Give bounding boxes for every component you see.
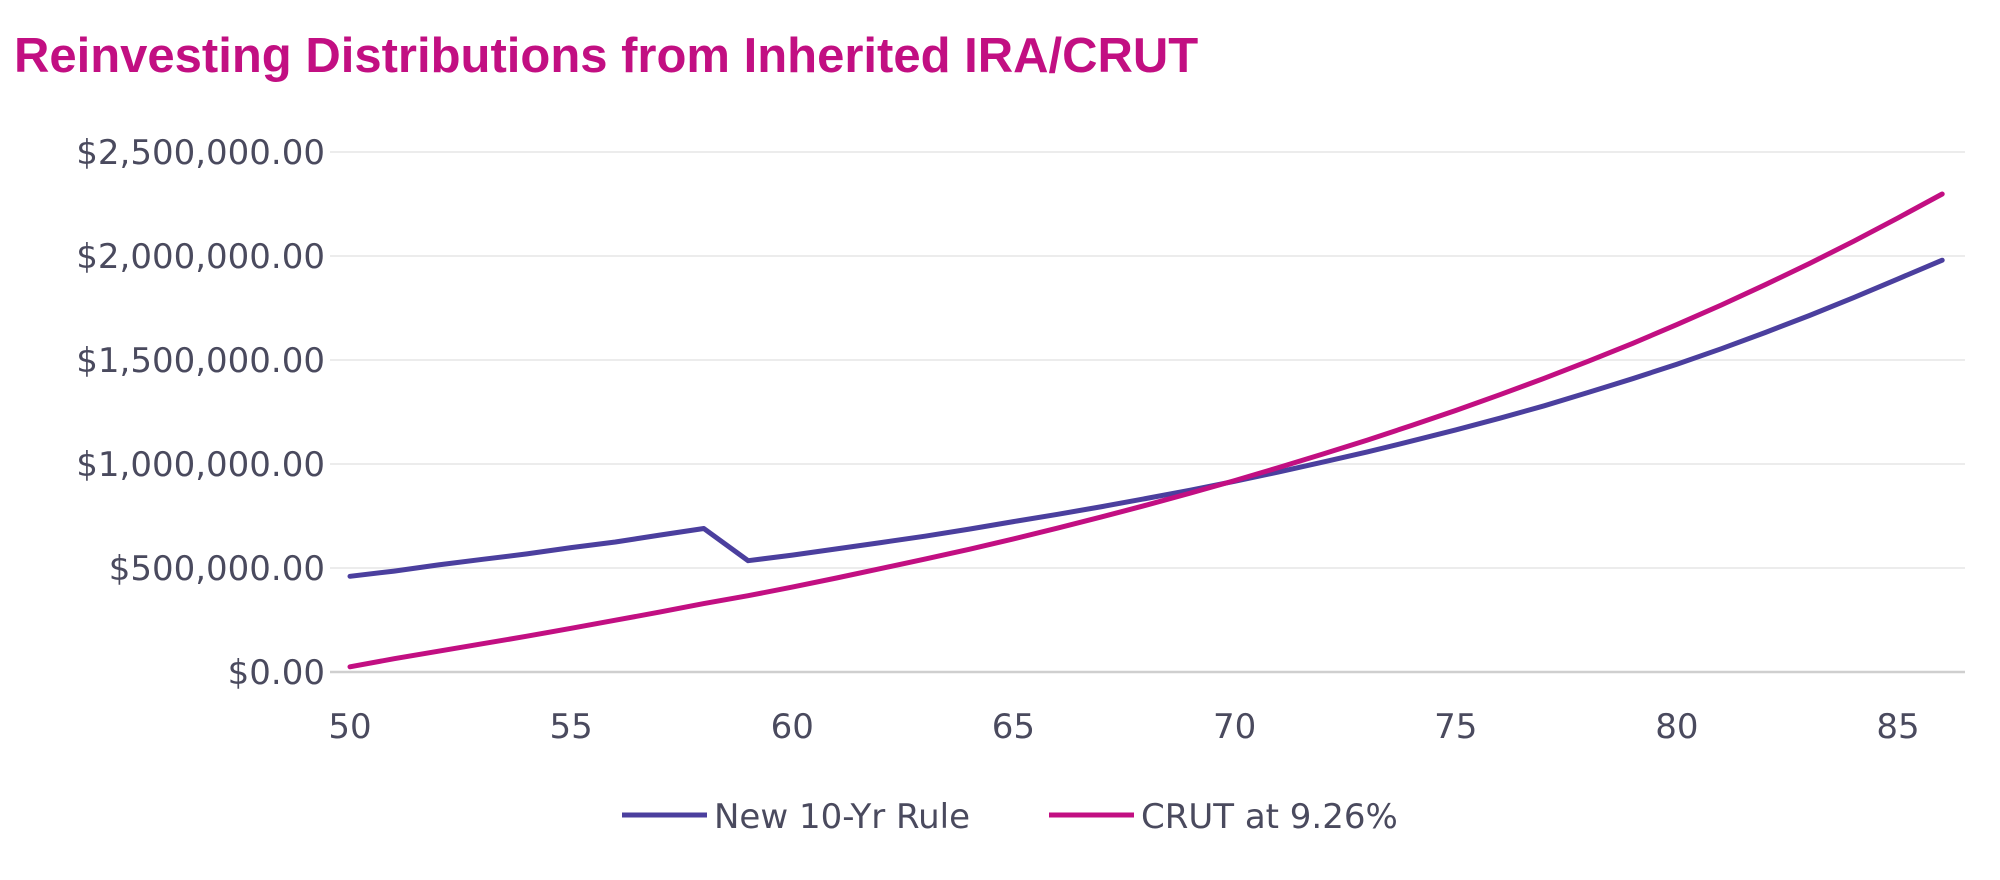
x-tick-label: 50: [328, 707, 371, 747]
x-tick-label: 65: [992, 707, 1035, 747]
y-tick-label: $500,000.00: [109, 549, 325, 589]
y-tick-label: $1,000,000.00: [76, 445, 325, 485]
legend-label: New 10-Yr Rule: [714, 797, 970, 837]
x-tick-label: 55: [550, 707, 593, 747]
x-axis-tick-labels: 50 55 60 65 70 75 80 85: [328, 707, 1919, 747]
x-tick-label: 75: [1434, 707, 1477, 747]
grid-lines: [330, 151, 1965, 674]
chart-title: Reinvesting Distributions from Inherited…: [14, 29, 1199, 83]
legend-label: CRUT at 9.26%: [1141, 797, 1398, 837]
series-crut-line: [347, 191, 1945, 670]
legend: New 10-Yr Rule CRUT at 9.26%: [622, 797, 1398, 837]
x-tick-label: 80: [1655, 707, 1698, 747]
y-axis-tick-labels: $0.00 $500,000.00 $1,000,000.00 $1,500,000.…: [76, 133, 325, 693]
x-tick-label: 70: [1213, 707, 1256, 747]
series-lines: [347, 191, 1945, 670]
y-tick-label: $2,000,000.00: [76, 237, 325, 277]
x-tick-label: 85: [1876, 707, 1919, 747]
y-tick-label: $0.00: [228, 653, 325, 693]
y-tick-label: $2,500,000.00: [76, 133, 325, 173]
series-new-10-yr-rule-line: [347, 257, 1945, 579]
y-tick-label: $1,500,000.00: [76, 341, 325, 381]
x-tick-label: 60: [771, 707, 814, 747]
